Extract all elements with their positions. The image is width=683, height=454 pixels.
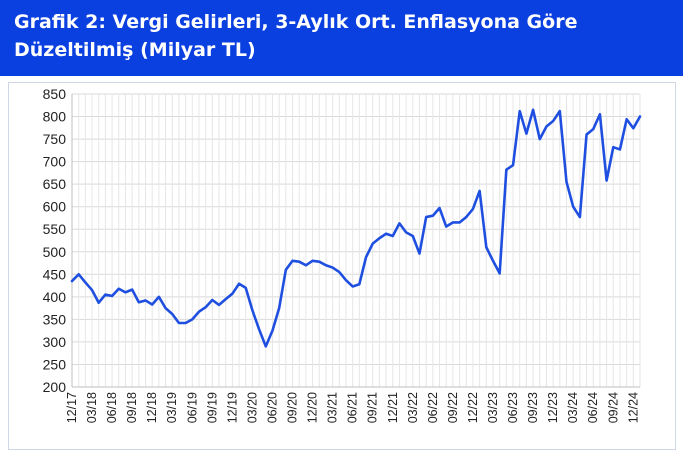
y-tick-label: 550 [43,221,67,237]
x-tick-label: 12/22 [466,392,480,423]
x-tick-label: 03/20 [245,392,259,423]
header-background [0,0,683,76]
x-tick-label: 09/22 [446,392,460,423]
y-tick-label: 350 [43,311,67,327]
x-tick-label: 03/22 [406,392,420,423]
y-tick-label: 650 [43,176,67,192]
x-tick-label: 03/19 [165,392,179,423]
x-tick-label: 06/24 [586,392,600,423]
chart-frame [8,82,676,450]
x-tick-label: 12/23 [546,392,560,423]
x-tick-label: 03/23 [486,392,500,423]
x-tick-label: 12/19 [225,392,239,423]
x-tick-label: 06/23 [506,392,520,423]
y-tick-label: 300 [43,334,67,350]
x-tick-label: 12/18 [145,392,159,423]
x-tick-label: 03/18 [85,392,99,423]
y-tick-label: 200 [43,379,67,395]
y-tick-label: 800 [43,109,67,125]
y-tick-label: 700 [43,154,67,170]
x-tick-label: 12/24 [626,392,640,423]
x-tick-label: 06/18 [105,392,119,423]
y-tick-label: 400 [43,289,67,305]
x-tick-label: 09/23 [526,392,540,423]
series-line [70,108,642,348]
chart-title: Grafik 2: Vergi Gelirleri, 3-Aylık Ort. … [14,11,578,61]
x-tick-label: 09/21 [366,392,380,423]
x-tick-label: 06/21 [346,392,360,423]
x-tick-label: 06/20 [265,392,279,423]
x-tick-label: 09/20 [286,392,300,423]
y-tick-label: 850 [43,86,67,102]
x-tick-label: 12/20 [306,392,320,423]
x-tick-label: 06/22 [426,392,440,423]
x-tick-label: 09/18 [125,392,139,423]
header-bar: Grafik 2: Vergi Gelirleri, 3-Aylık Ort. … [0,0,683,76]
y-tick-label: 250 [43,356,67,372]
x-tick-label: 06/19 [185,392,199,423]
y-tick-label: 600 [43,199,67,215]
x-tick-label: 09/24 [606,392,620,423]
x-tick-label: 12/21 [386,392,400,423]
y-tick-label: 750 [43,131,67,147]
x-tick-label: 03/24 [566,392,580,423]
x-tick-label: 09/19 [205,392,219,423]
x-tick-label: 03/21 [326,392,340,423]
y-tick-label: 500 [43,244,67,260]
x-tick-label: 12/17 [65,392,79,423]
y-tick-label: 450 [43,266,67,282]
